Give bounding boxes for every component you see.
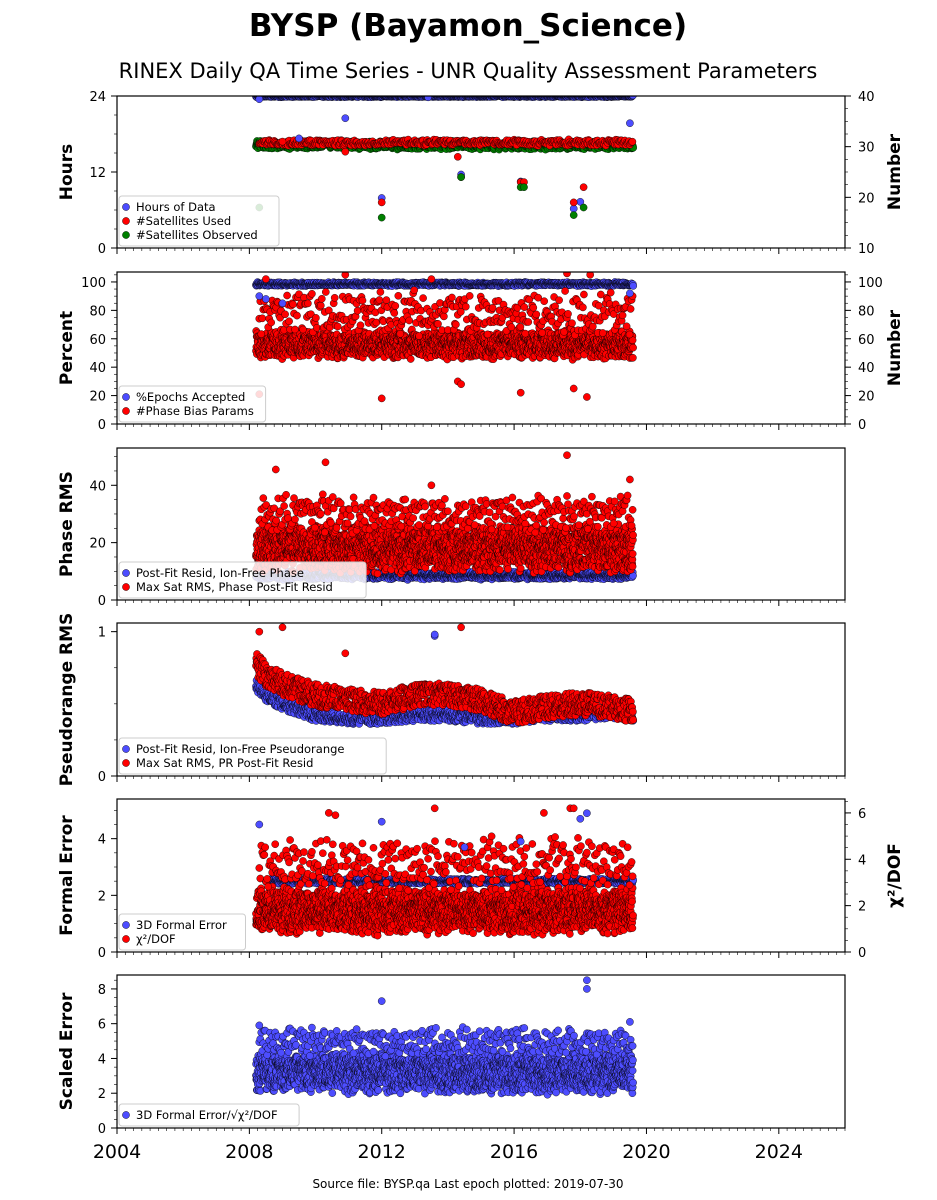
y-right-tick-label: 40 <box>858 90 875 105</box>
y-tick-label: 12 <box>89 166 106 181</box>
y-tick-label: 24 <box>89 90 106 105</box>
point-satellites-observed <box>520 183 528 191</box>
point-hours-of-data <box>255 96 264 103</box>
point-satellites-used <box>278 137 287 146</box>
point-satellites-used <box>341 147 350 156</box>
y-right-tick-label: 30 <box>858 141 875 156</box>
point-satellites-observed <box>569 211 578 219</box>
point-satellites-observed <box>579 203 588 212</box>
y-right-tick-label: 20 <box>858 191 875 206</box>
legend: Hours of Data#Satellites Used#Satellites… <box>118 195 280 247</box>
point-hours-of-data <box>626 119 634 127</box>
legend-marker-hours-of-data <box>122 203 130 211</box>
point-satellites-observed <box>377 213 386 222</box>
y-right-axis-label: Number <box>885 133 905 210</box>
legend-label-satellites-used: #Satellites Used <box>136 214 231 228</box>
point-satellites-used <box>569 198 578 207</box>
point-satellites-used <box>628 137 637 146</box>
point-phase-bias-params <box>406 355 415 363</box>
point-satellites-observed <box>457 173 465 181</box>
legend-marker-satellites-used <box>122 217 130 225</box>
point-satellites-used <box>453 152 462 161</box>
y-right-tick-label: 10 <box>858 242 875 257</box>
point-hours-of-data <box>629 96 637 100</box>
figure-subtitle: RINEX Daily QA Time Series - UNR Quality… <box>119 59 818 83</box>
legend-marker-satellites-observed <box>122 231 130 239</box>
legend-box <box>118 195 280 247</box>
point-hours-of-data <box>424 96 432 102</box>
y-axis-label: Hours <box>57 144 77 201</box>
point-hours-of-data <box>295 134 303 143</box>
point-epochs-accepted <box>629 282 638 290</box>
legend-label-hours-of-data: Hours of Data <box>136 200 216 214</box>
panel-percent: 020406080100Percent020406080100Number%Ep… <box>57 271 905 433</box>
figure-title: BYSP (Bayamon_Science) <box>249 8 687 44</box>
point-hours-of-data <box>341 114 350 122</box>
y-tick-label: 0 <box>98 242 106 257</box>
points-percent <box>252 272 638 403</box>
legend-label-satellites-observed: #Satellites Observed <box>136 228 258 242</box>
point-satellites-used <box>579 183 588 191</box>
points-hours <box>252 96 638 222</box>
point-satellites-used <box>377 198 386 207</box>
